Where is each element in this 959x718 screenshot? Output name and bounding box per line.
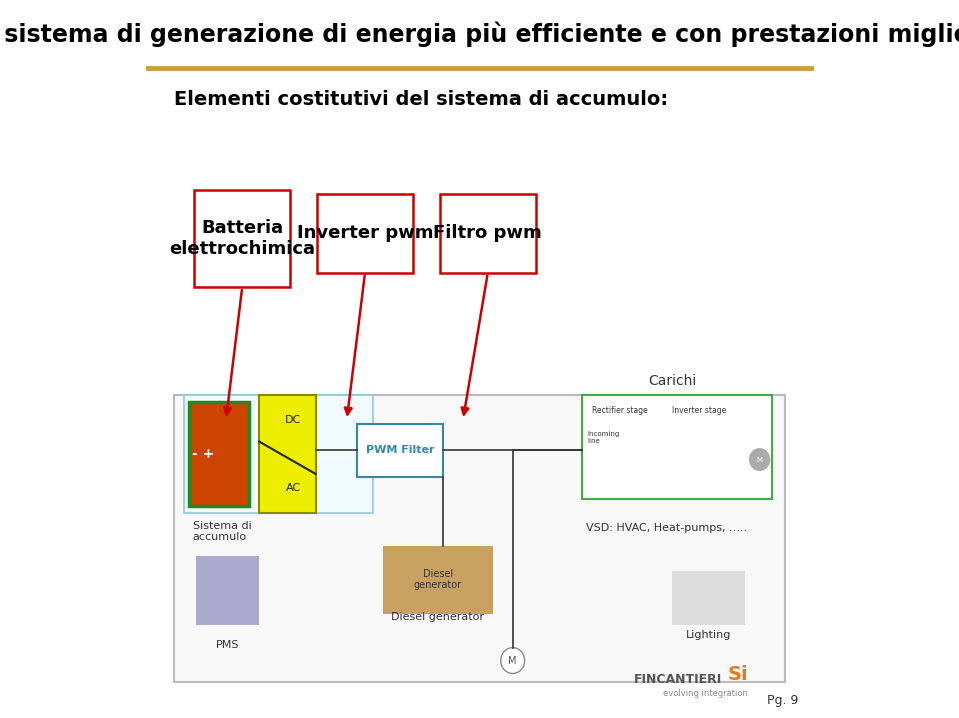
Text: Filtro pwm: Filtro pwm [433, 224, 542, 243]
Text: Incoming
line: Incoming line [587, 431, 620, 444]
FancyBboxPatch shape [175, 395, 784, 682]
Text: M: M [508, 656, 517, 666]
Text: PWM Filter: PWM Filter [365, 445, 434, 455]
Text: evolving integration: evolving integration [664, 689, 748, 698]
Text: Un sistema di generazione di energia più efficiente e con prestazioni migliori.: Un sistema di generazione di energia più… [0, 22, 959, 47]
Text: Pg. 9: Pg. 9 [766, 694, 798, 707]
FancyBboxPatch shape [184, 395, 373, 513]
FancyBboxPatch shape [384, 546, 493, 614]
FancyBboxPatch shape [259, 395, 316, 513]
Text: - +: - + [192, 447, 214, 461]
FancyBboxPatch shape [316, 194, 413, 273]
Text: PMS: PMS [216, 640, 239, 651]
Text: FINCANTIERI: FINCANTIERI [634, 673, 722, 686]
Text: Inverter pwm: Inverter pwm [296, 224, 433, 243]
FancyBboxPatch shape [194, 190, 291, 287]
Text: M: M [757, 457, 762, 462]
Text: VSD: HVAC, Heat-pumps, .....: VSD: HVAC, Heat-pumps, ..... [586, 523, 747, 533]
Circle shape [750, 449, 769, 470]
Text: Diesel
generator: Diesel generator [413, 569, 461, 590]
Circle shape [501, 648, 525, 673]
Text: Si: Si [728, 665, 748, 684]
Text: AC: AC [286, 483, 300, 493]
Text: Diesel generator: Diesel generator [391, 612, 484, 622]
FancyBboxPatch shape [672, 571, 745, 625]
Text: Inverter stage: Inverter stage [672, 406, 726, 415]
Text: Carichi: Carichi [648, 374, 696, 388]
FancyBboxPatch shape [357, 424, 443, 477]
FancyBboxPatch shape [439, 194, 536, 273]
Text: Sistema di
accumulo: Sistema di accumulo [193, 521, 251, 542]
Text: Lighting: Lighting [686, 630, 731, 640]
Text: Rectifier stage: Rectifier stage [593, 406, 648, 415]
FancyBboxPatch shape [582, 395, 772, 499]
FancyBboxPatch shape [190, 402, 249, 506]
Text: Batteria
elettrochimica: Batteria elettrochimica [169, 219, 316, 258]
Text: Elementi costitutivi del sistema di accumulo:: Elementi costitutivi del sistema di accu… [175, 90, 668, 108]
FancyBboxPatch shape [196, 556, 259, 625]
Text: DC: DC [285, 415, 301, 425]
